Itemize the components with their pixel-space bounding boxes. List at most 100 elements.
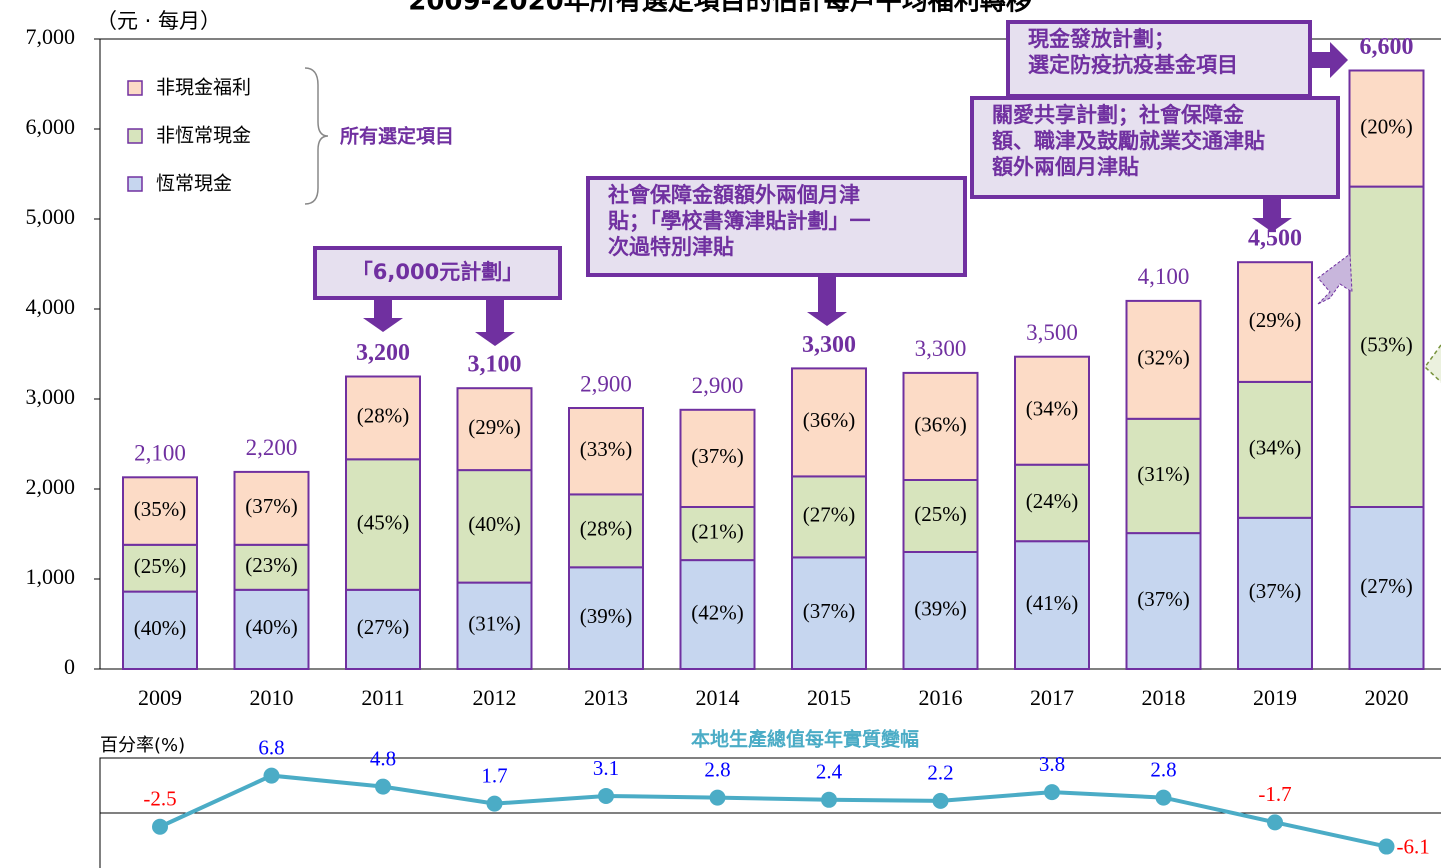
share-label: (41%) [1026, 591, 1078, 615]
value-label: 3.8 [1039, 752, 1065, 776]
chart-title: 本地生產總值每年實質變幅 [691, 728, 919, 751]
bar-segment [1237, 516, 1313, 670]
share-label: (37%) [691, 444, 743, 468]
bar-segment [233, 588, 310, 670]
annotation-box [586, 176, 967, 277]
total-label: 3,100 [468, 352, 522, 378]
y-tick-label: 4,000 [26, 294, 76, 319]
line-point [486, 795, 503, 812]
bar-segment [791, 475, 867, 559]
x-tick-label: 2015 [807, 685, 851, 710]
bar-segment [1348, 185, 1425, 508]
bar-segment [791, 556, 867, 671]
line-point [1044, 784, 1060, 801]
share-label: (27%) [1360, 574, 1412, 598]
legend-swatch [127, 80, 143, 96]
total-label: 6,600 [1360, 34, 1414, 60]
value-label: 1.7 [481, 763, 507, 787]
bar-segment [233, 543, 310, 591]
plot-frame [99, 757, 1441, 868]
share-label: (39%) [580, 604, 632, 628]
annotation-arrow [1252, 197, 1292, 232]
share-label: (40%) [134, 616, 186, 640]
annotation-arrow [807, 276, 847, 326]
total-label: 2,100 [134, 441, 186, 466]
annotation-arrow [363, 300, 403, 332]
annotation-arrow [1312, 42, 1348, 78]
line-point [709, 789, 726, 806]
bar-segment [791, 367, 867, 478]
legend-group-label: 所有選定項目 [340, 125, 454, 148]
bar-segment [1125, 417, 1202, 535]
annotation-box [1006, 20, 1312, 98]
x-tick-label: 2016 [919, 685, 963, 710]
x-tick-label: 2019 [1253, 685, 1297, 710]
value-label: 2.8 [704, 757, 730, 781]
y-tick-label: 0 [64, 654, 75, 679]
share-label: (33%) [580, 437, 632, 461]
total-label: 3,300 [802, 332, 856, 358]
line-point [263, 767, 280, 784]
bar-segment [1125, 299, 1202, 420]
line-series [159, 773, 1387, 849]
share-label: (37%) [803, 599, 855, 623]
x-tick-label: 2020 [1365, 685, 1409, 710]
total-label: 3,300 [915, 336, 967, 361]
x-tick-label: 2010 [250, 685, 294, 710]
share-label: (21%) [691, 519, 743, 543]
legend-label: 非恆常現金 [156, 125, 251, 147]
bar-segment [456, 469, 533, 584]
share-label: (29%) [468, 415, 520, 439]
bar-segment [1348, 69, 1425, 188]
bar-segment [456, 581, 533, 670]
share-label: (37%) [1249, 579, 1301, 603]
legend-label: 恆常現金 [156, 173, 232, 195]
decor-arrow [1317, 253, 1353, 305]
value-label: 2.8 [1150, 757, 1176, 781]
bar-segment [1014, 355, 1090, 466]
chart-title: 2009-2020年所有選定項目的估計每戶平均福利轉移 [408, 0, 1032, 17]
value-label: 2.4 [816, 760, 843, 784]
value-label: -6.1 [1397, 834, 1430, 858]
share-label: (37%) [245, 494, 297, 518]
bar-segment [1237, 380, 1313, 519]
share-label: (40%) [468, 512, 520, 536]
bar-segment [233, 470, 310, 546]
bar-segment [679, 559, 756, 670]
total-label: 4,100 [1138, 264, 1190, 289]
share-label: (39%) [914, 596, 966, 620]
share-label: (37%) [1137, 587, 1189, 611]
y-tick-label: 6,000 [26, 114, 76, 139]
legend-swatch [127, 128, 143, 144]
annotation-text: 額、職津及鼓勵就業交通津貼 [991, 129, 1265, 153]
bar-segment [1237, 261, 1313, 383]
legend-swatch [127, 176, 143, 192]
bar-segment [1125, 532, 1202, 670]
share-label: (36%) [914, 412, 966, 436]
bar-segment [568, 407, 644, 496]
share-label: (53%) [1360, 333, 1412, 357]
share-label: (20%) [1360, 114, 1412, 138]
bar-segment [902, 551, 979, 670]
line-point [1267, 814, 1283, 831]
annotation-text: 現金發放計劃； [1028, 27, 1175, 51]
y-tick-label: 7,000 [26, 24, 76, 49]
x-tick-label: 2009 [138, 685, 182, 710]
value-label: 6.8 [258, 735, 284, 759]
bar-segment [456, 387, 533, 472]
line-point [1378, 838, 1395, 855]
legend-brace [304, 67, 329, 205]
share-label: (35%) [134, 497, 186, 521]
share-label: (25%) [134, 554, 186, 578]
annotation-box [970, 96, 1340, 199]
value-label: 4.8 [370, 746, 396, 770]
annotation-arrow [475, 300, 515, 346]
share-label: (25%) [914, 502, 966, 526]
annotation-text: 額外兩個月津貼 [991, 155, 1139, 179]
share-label: (28%) [357, 404, 409, 428]
bar-segment [345, 375, 421, 461]
share-label: (36%) [803, 408, 855, 432]
line-point [1155, 789, 1172, 806]
share-label: (45%) [357, 510, 409, 534]
